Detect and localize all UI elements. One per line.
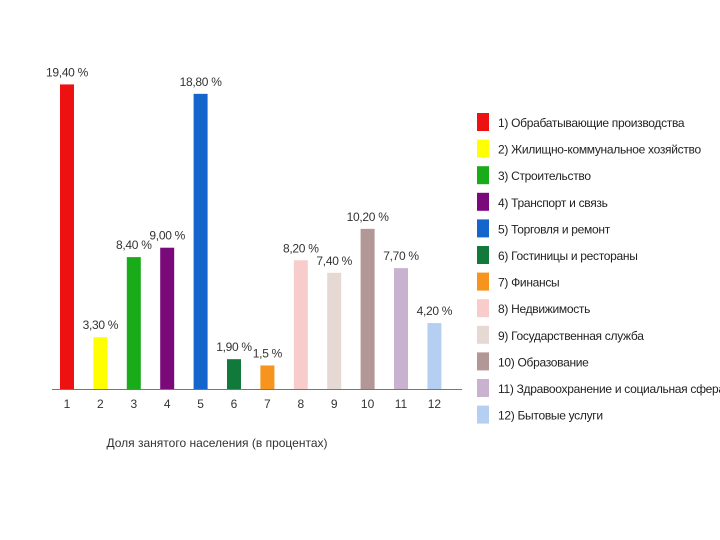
data-label-3: 8,40 % (116, 238, 152, 252)
x-tick-4: 4 (164, 397, 171, 411)
legend-swatch-12 (477, 405, 489, 424)
bar-6 (227, 359, 241, 389)
legend-swatch-9 (477, 325, 489, 344)
legend-label-3: 3) Строительство (498, 169, 591, 183)
legend-swatch-1 (477, 113, 489, 131)
data-label-1: 19,40 % (46, 65, 89, 79)
data-label-7: 1,5 % (253, 346, 283, 360)
legend: 1) Обрабатывающие производства 2) Жилищно… (477, 113, 720, 424)
legend-label-9: 9) Государственная служба (498, 329, 644, 343)
data-label-11: 7,70 % (383, 249, 419, 263)
legend-swatch-2 (477, 139, 489, 158)
legend-label-10: 10) Образование (498, 355, 589, 369)
legend-swatch-11 (477, 379, 489, 397)
bar-4 (160, 247, 175, 389)
legend-swatch-3 (477, 166, 489, 185)
bar-3 (126, 257, 141, 389)
legend-swatch-10 (477, 352, 489, 371)
data-label-9: 7,40 % (316, 254, 352, 268)
bar-1 (60, 84, 74, 390)
bar-2 (93, 337, 108, 389)
x-axis-label: Доля занятого населения (в процентах) (107, 436, 328, 450)
x-tick-12: 12 (428, 397, 442, 411)
data-label-2: 3,30 % (83, 318, 119, 332)
legend-label-6: 6) Гостиницы и рестораны (498, 249, 638, 263)
x-tick-8: 8 (297, 397, 304, 411)
legend-swatch-4 (477, 192, 489, 211)
legend-swatch-7 (477, 272, 489, 291)
legend-label-1: 1) Обрабатывающие производства (498, 116, 685, 130)
legend-label-4: 4) Транспорт и связь (498, 196, 608, 210)
x-tick-10: 10 (361, 397, 375, 411)
legend-swatch-6 (477, 246, 489, 264)
x-tick-3: 3 (130, 397, 137, 411)
legend-label-7: 7) Финансы (498, 276, 559, 290)
x-tick-2: 2 (97, 397, 104, 411)
x-tick-9: 9 (331, 397, 338, 411)
x-tick-1: 1 (64, 397, 71, 411)
data-label-5: 18,80 % (180, 75, 223, 89)
bar-12 (427, 323, 442, 389)
legend-label-12: 12) Бытовые услуги (498, 409, 603, 423)
bar-8 (293, 260, 308, 389)
data-label-8: 8,20 % (283, 241, 319, 255)
x-tick-11: 11 (395, 397, 408, 411)
x-tick-6: 6 (231, 397, 238, 411)
bar-10 (360, 228, 375, 389)
data-label-10: 10,20 % (347, 210, 390, 224)
legend-swatch-5 (477, 219, 489, 238)
data-label-12: 4,20 % (417, 304, 453, 318)
bar-7 (260, 365, 275, 389)
x-tick-7: 7 (264, 397, 271, 411)
plot-area: 19,40 % 1 3,30 % 2 8,40 % 3 9,00 % 4 18,80 % 5 1,9… (46, 65, 462, 411)
legend-label-5: 5) Торговля и ремонт (498, 222, 611, 236)
legend-label-2: 2) Жилищно-коммунальное хозяйство (498, 143, 701, 157)
legend-label-8: 8) Недвижимость (498, 302, 590, 316)
data-label-6: 1,90 % (216, 340, 252, 354)
data-label-4: 9,00 % (149, 229, 185, 243)
bar-5 (193, 93, 208, 389)
x-tick-5: 5 (197, 397, 204, 411)
bar-9 (327, 272, 342, 389)
bar-11 (394, 268, 408, 389)
legend-label-11: 11) Здравоохранение и социальная сфера (498, 382, 720, 396)
legend-swatch-8 (477, 299, 489, 318)
